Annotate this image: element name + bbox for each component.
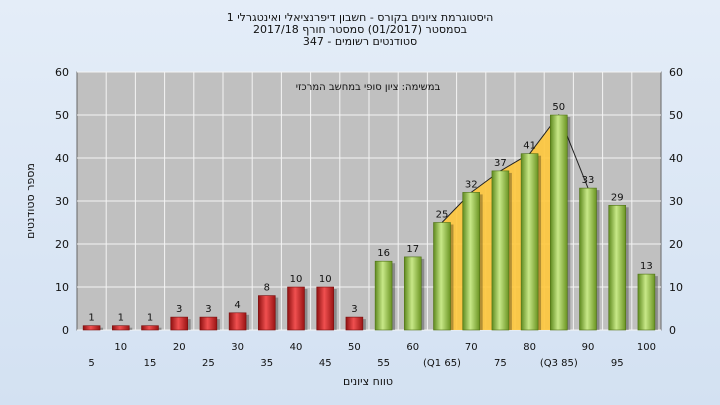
x-tick-label: 30 (231, 342, 244, 353)
y-tick-label-left: 50 (55, 109, 69, 122)
bar-value-label: 3 (205, 304, 211, 315)
x-tick-label: 25 (202, 358, 215, 369)
grid-lines (77, 71, 661, 331)
chart-subtitle-semester: בסמסטר (01/2017) סמסטר חורף 2017/18 (253, 23, 467, 36)
bar-value-label: 17 (406, 244, 419, 255)
bar (520, 153, 539, 331)
bar (199, 316, 218, 331)
bar-value-label: 8 (264, 283, 270, 294)
y-tick-label-left: 40 (55, 152, 69, 165)
bar-value-label: 3 (351, 304, 357, 315)
bar-value-label: 13 (640, 261, 653, 272)
x-tick-label: 15 (144, 358, 157, 369)
x-tick-label: 40 (290, 342, 303, 353)
x-tick-label: 55 (377, 358, 390, 369)
bar (374, 260, 393, 331)
x-tick-label: 90 (582, 342, 595, 353)
chart-title: היסטוגרמת ציונים בקורס - חשבון דיפרנציאל… (226, 11, 494, 24)
x-tick-label: 95 (611, 358, 624, 369)
left-axis: 0 10 20 30 40 50 60 (55, 66, 69, 337)
y-tick-label-right: 50 (669, 109, 683, 122)
bar (170, 316, 188, 331)
bar-value-label: 41 (523, 141, 536, 152)
bar (287, 286, 305, 331)
bar (258, 295, 276, 331)
y-tick-label-left: 60 (55, 66, 69, 79)
x-tick-label: (Q1 65) (423, 358, 461, 369)
bar-value-label: 32 (465, 179, 478, 190)
bar (579, 187, 597, 331)
y-tick-label-left: 30 (55, 195, 69, 208)
bar-value-label: 33 (582, 175, 595, 186)
chart-annotation: במשימה: ציון סופי במחשב המרכזי (296, 82, 441, 93)
bar (550, 114, 568, 331)
bar (608, 205, 626, 331)
bar-value-label: 1 (147, 313, 153, 324)
y-tick-label-right: 60 (669, 66, 683, 79)
bar-value-label: 10 (319, 274, 332, 285)
bar-value-label: 37 (494, 158, 507, 169)
bar-value-label: 1 (118, 313, 124, 324)
right-axis: 0 10 20 30 40 50 60 (669, 66, 683, 337)
y-tick-label-right: 30 (669, 195, 683, 208)
x-axis: 5 10 15 20 25 30 35 40 45 50 55 60 (Q1 65) 70 75 80 (Q3 … (88, 342, 656, 369)
bar-value-label: 4 (234, 300, 240, 311)
x-tick-label: (Q3 85) (540, 358, 578, 369)
y-tick-label-right: 20 (669, 238, 683, 251)
y-tick-label-left: 20 (55, 238, 69, 251)
bar-value-label: 3 (176, 304, 182, 315)
bar (433, 222, 451, 331)
y-tick-label-right: 0 (669, 324, 676, 337)
x-tick-label: 70 (465, 342, 478, 353)
y-tick-label-left: 10 (55, 281, 69, 294)
bar (112, 325, 130, 331)
x-tick-label: 10 (114, 342, 127, 353)
bar-value-label: 25 (436, 210, 449, 221)
y-axis-title: מספר סטודנטים (24, 163, 37, 239)
bar (316, 286, 334, 331)
bar-value-label: 16 (377, 248, 390, 259)
bar (637, 273, 656, 331)
bar (82, 325, 101, 331)
y-tick-label-right: 40 (669, 152, 683, 165)
x-axis-title: טווח ציונים (343, 375, 393, 388)
x-tick-label: 35 (260, 358, 273, 369)
bar (345, 316, 364, 331)
bar (462, 192, 480, 331)
x-tick-label: 20 (173, 342, 186, 353)
x-tick-label: 50 (348, 342, 361, 353)
bar (228, 312, 247, 331)
x-tick-label: 80 (523, 342, 536, 353)
bar-value-label: 29 (611, 192, 624, 203)
y-tick-label-left: 0 (62, 324, 69, 337)
x-tick-label: 75 (494, 358, 507, 369)
x-tick-label: 45 (319, 358, 332, 369)
y-tick-label-right: 10 (669, 281, 683, 294)
bar (491, 170, 510, 331)
bar (404, 256, 422, 331)
x-tick-label: 100 (637, 342, 656, 353)
x-tick-label: 5 (88, 358, 94, 369)
x-tick-label: 60 (406, 342, 419, 353)
bar (141, 325, 159, 331)
chart-subtitle-students: סטודנטים רשומים - 347 (302, 35, 418, 48)
bar-value-label: 10 (290, 274, 303, 285)
bar-value-label: 50 (552, 102, 565, 113)
bar-value-label: 1 (88, 313, 94, 324)
